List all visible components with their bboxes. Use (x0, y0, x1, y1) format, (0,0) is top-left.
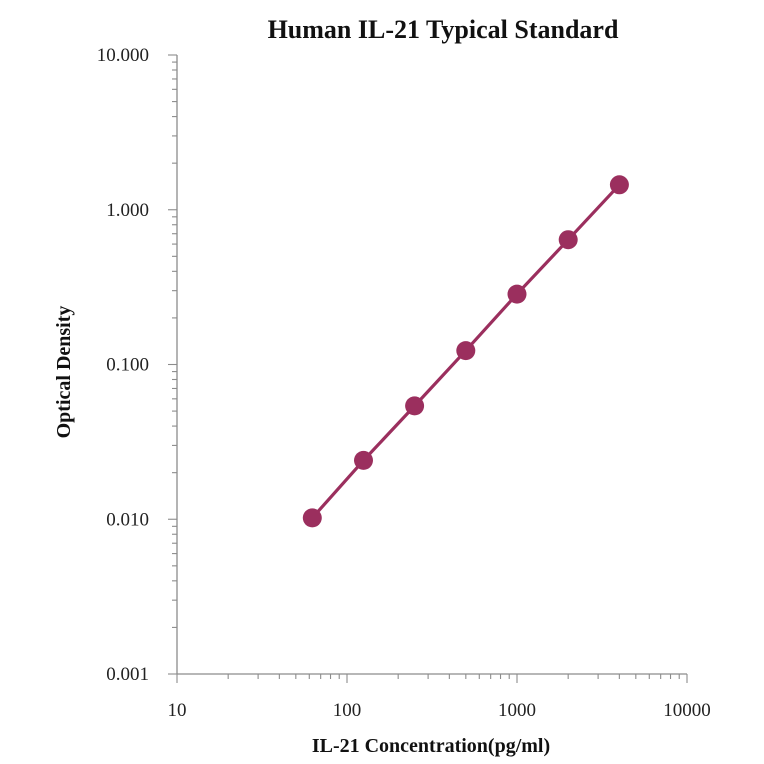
data-point (456, 341, 476, 361)
y-tick-label: 1.000 (106, 200, 149, 221)
data-point (302, 508, 322, 528)
x-tick-label: 10000 (663, 700, 711, 721)
data-point (558, 230, 578, 250)
x-axis: 10 100 1000 10000 (168, 673, 711, 721)
data-point (405, 396, 425, 416)
x-axis-label: IL-21 Concentration(pg/ml) (312, 735, 550, 757)
x-tick-label: 10 (168, 700, 187, 721)
y-tick-label: 10.000 (97, 45, 149, 66)
y-tick-label: 0.100 (106, 355, 149, 376)
x-tick-label: 1000 (498, 700, 536, 721)
data-point (609, 175, 629, 195)
data-point (354, 450, 373, 470)
y-axis: 0.001 0.010 0.100 1.000 10.000 (97, 45, 178, 685)
x-tick-label: 100 (333, 700, 362, 721)
y-tick-label: 0.010 (106, 509, 149, 530)
y-tick-label: 0.001 (106, 664, 149, 685)
chart-title: Human IL-21 Typical Standard (268, 15, 619, 44)
data-point (507, 284, 527, 304)
data-series (302, 175, 629, 528)
y-axis-label: Optical Density (53, 306, 75, 439)
